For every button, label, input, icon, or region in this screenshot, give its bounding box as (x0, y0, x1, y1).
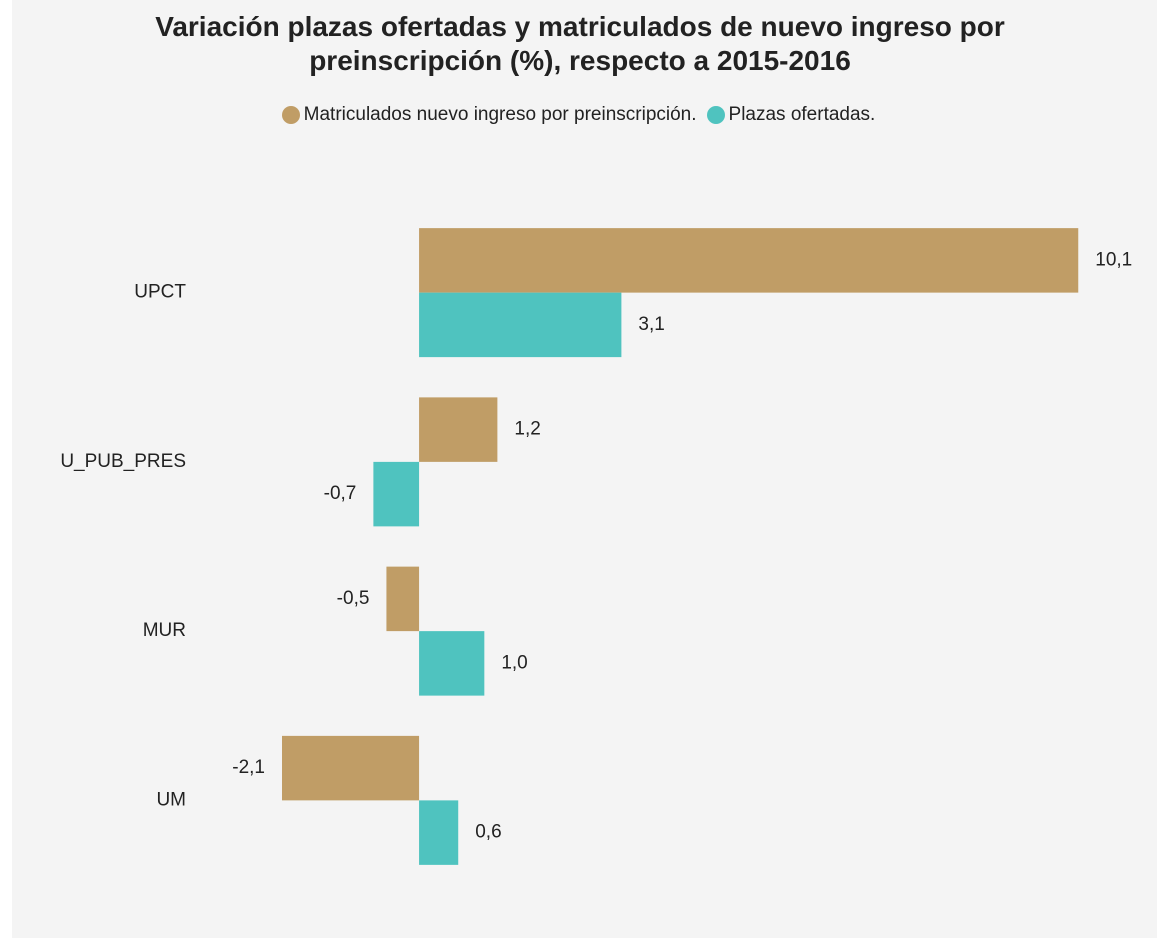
bar (282, 735, 420, 801)
value-label: 1,2 (514, 419, 540, 440)
value-label: 0,6 (475, 822, 501, 843)
legend-label: Plazas ofertadas. (728, 104, 876, 125)
legend-item: Plazas ofertadas. (706, 104, 876, 126)
bar (386, 566, 420, 632)
category-label: UM (156, 789, 186, 810)
value-label: 3,1 (638, 314, 664, 335)
chart-title: Variación plazas ofertadas y matriculado… (155, 11, 1005, 76)
value-label: -2,1 (232, 757, 265, 778)
legend-swatch (281, 106, 300, 124)
chart-panel (12, 0, 1157, 938)
legend: Matriculados nuevo ingreso por preinscri… (0, 104, 1157, 126)
bar (419, 631, 485, 696)
bar (419, 228, 1079, 293)
category-label: MUR (143, 620, 186, 641)
legend-label: Matriculados nuevo ingreso por preinscri… (303, 104, 697, 125)
bar (419, 397, 498, 462)
bar (373, 461, 420, 527)
value-label: 1,0 (501, 652, 527, 673)
category-label: U_PUB_PRES (60, 451, 186, 472)
legend-swatch (706, 106, 725, 124)
value-label: -0,7 (324, 483, 357, 504)
value-label: 10,1 (1095, 249, 1132, 270)
category-label: UPCT (134, 282, 186, 303)
bar (419, 800, 459, 865)
legend-item: Matriculados nuevo ingreso por preinscri… (281, 104, 697, 126)
value-label: -0,5 (337, 588, 370, 609)
bar (419, 292, 622, 358)
